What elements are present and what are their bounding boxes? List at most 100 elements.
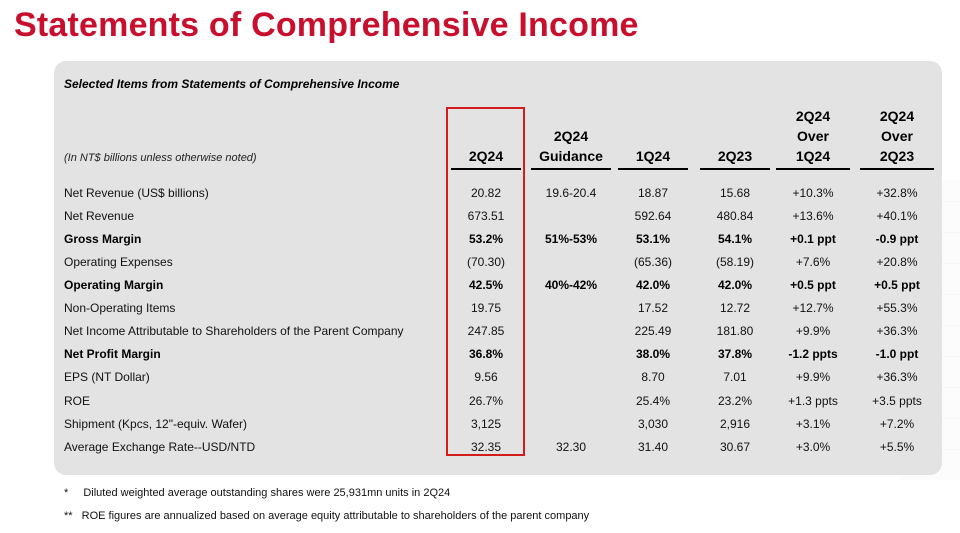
table-cell: 19.6-20.4 xyxy=(545,186,597,200)
column-header-line: 2Q24 xyxy=(553,128,589,144)
footnote-text: Diluted weighted average outstanding sha… xyxy=(83,487,451,499)
table-cell: +0.1 ppt xyxy=(790,232,836,246)
table-cell: 12.72 xyxy=(719,301,751,315)
table-cell: 42.0% xyxy=(635,278,671,292)
table-cell: +36.3% xyxy=(876,370,918,384)
table-cell: +20.8% xyxy=(876,255,918,269)
table-cell: 31.40 xyxy=(637,440,669,454)
footnote-text: ROE figures are annualized based on aver… xyxy=(81,510,590,522)
row-label: Non-Operating Items xyxy=(64,301,176,315)
column-header-line: 2Q24 xyxy=(468,148,504,164)
column-header-line: Over xyxy=(881,128,913,144)
table-cell: 181.80 xyxy=(716,324,754,338)
column-header-rule xyxy=(618,168,688,170)
table-cell: 32.30 xyxy=(555,440,587,454)
table-cell: 26.7% xyxy=(468,394,504,408)
column-header: 2Q24 Over 1Q24 xyxy=(771,100,855,166)
row-label: Shipment (Kpcs, 12"-equiv. Wafer) xyxy=(64,417,247,431)
table-cell: 42.5% xyxy=(468,278,504,292)
table-cell: 9.56 xyxy=(474,370,498,384)
table-cell: +55.3% xyxy=(876,301,918,315)
table-cell: (58.19) xyxy=(715,255,755,269)
page-title: Statements of Comprehensive Income xyxy=(14,6,639,44)
table-cell: (70.30) xyxy=(466,255,506,269)
table-cell: 54.1% xyxy=(717,232,753,246)
table-cell: +36.3% xyxy=(876,324,918,338)
table-cell: 7.01 xyxy=(723,370,747,384)
row-label: ROE xyxy=(64,394,91,408)
table-cell: 15.68 xyxy=(719,186,751,200)
table-subtitle: Selected Items from Statements of Compre… xyxy=(64,77,400,91)
column-header-line: 2Q24 xyxy=(795,108,831,124)
table-cell: +9.9% xyxy=(795,370,831,384)
column-header: 2Q24 xyxy=(446,100,526,166)
table-cell: +3.0% xyxy=(795,440,831,454)
row-label: Net Revenue (US$ billions) xyxy=(64,186,209,200)
table-panel xyxy=(54,61,942,475)
table-cell: +10.3% xyxy=(792,186,834,200)
table-cell: +1.3 ppts xyxy=(788,394,838,408)
table-cell: 17.52 xyxy=(637,301,669,315)
column-header: 2Q24 Guidance xyxy=(526,100,616,166)
table-cell: 42.0% xyxy=(717,278,753,292)
table-cell: 673.51 xyxy=(467,209,505,223)
table-cell: +7.2% xyxy=(879,417,915,431)
table-cell: +0.5 ppt xyxy=(790,278,836,292)
table-cell: 225.49 xyxy=(634,324,672,338)
table-cell: -1.2 ppts xyxy=(788,347,838,361)
footnote-mark: * xyxy=(64,487,69,499)
table-cell: 53.2% xyxy=(468,232,504,246)
column-header: 2Q23 xyxy=(695,100,775,166)
column-header: 2Q24 Over 2Q23 xyxy=(855,100,939,166)
column-header-line: Over xyxy=(797,128,829,144)
table-cell: 38.0% xyxy=(635,347,671,361)
unit-note: (In NT$ billions unless otherwise noted) xyxy=(64,152,257,164)
table-cell: 51%-53% xyxy=(544,232,598,246)
table-cell: 36.8% xyxy=(468,347,504,361)
table-cell: +40.1% xyxy=(876,209,918,223)
table-cell: 25.4% xyxy=(635,394,671,408)
table-cell: 480.84 xyxy=(716,209,754,223)
table-cell: 53.1% xyxy=(635,232,671,246)
column-header-rule xyxy=(700,168,770,170)
row-label: Net Profit Margin xyxy=(64,347,161,361)
row-label: Operating Margin xyxy=(64,278,164,292)
table-cell: 32.35 xyxy=(470,440,502,454)
table-cell: +0.5 ppt xyxy=(874,278,920,292)
column-header: 1Q24 xyxy=(613,100,693,166)
table-cell: -0.9 ppt xyxy=(875,232,919,246)
table-cell: +3.1% xyxy=(795,417,831,431)
table-cell: 592.64 xyxy=(634,209,672,223)
column-header-line: Guidance xyxy=(539,148,603,164)
table-cell: 37.8% xyxy=(717,347,753,361)
table-cell: 3,030 xyxy=(637,417,669,431)
table-cell: +12.7% xyxy=(792,301,834,315)
table-cell: 40%-42% xyxy=(544,278,598,292)
column-header-rule xyxy=(776,168,850,170)
column-header-rule xyxy=(860,168,934,170)
column-header-line: 2Q23 xyxy=(717,148,753,164)
column-header-line: 2Q23 xyxy=(879,148,915,164)
table-cell: +32.8% xyxy=(876,186,918,200)
current-quarter-highlight xyxy=(446,107,525,456)
row-label: Operating Expenses xyxy=(64,255,173,269)
table-cell: -1.0 ppt xyxy=(875,347,919,361)
column-header-line: 2Q24 xyxy=(879,108,915,124)
table-cell: (65.36) xyxy=(633,255,673,269)
table-cell: 2,916 xyxy=(719,417,751,431)
table-cell: 18.87 xyxy=(637,186,669,200)
table-cell: 247.85 xyxy=(467,324,505,338)
row-label: Average Exchange Rate--USD/NTD xyxy=(64,440,256,454)
table-cell: +5.5% xyxy=(879,440,915,454)
footnote-shares: * Diluted weighted average outstanding s… xyxy=(64,487,450,499)
row-label: Net Revenue xyxy=(64,209,135,223)
table-cell: +7.6% xyxy=(795,255,831,269)
row-label: Gross Margin xyxy=(64,232,142,246)
row-label: EPS (NT Dollar) xyxy=(64,370,150,384)
table-cell: +9.9% xyxy=(795,324,831,338)
footnote-mark: ** xyxy=(64,510,73,522)
table-cell: 3,125 xyxy=(470,417,502,431)
column-header-line: 1Q24 xyxy=(795,148,831,164)
table-cell: 23.2% xyxy=(717,394,753,408)
table-cell: +3.5 ppts xyxy=(872,394,922,408)
